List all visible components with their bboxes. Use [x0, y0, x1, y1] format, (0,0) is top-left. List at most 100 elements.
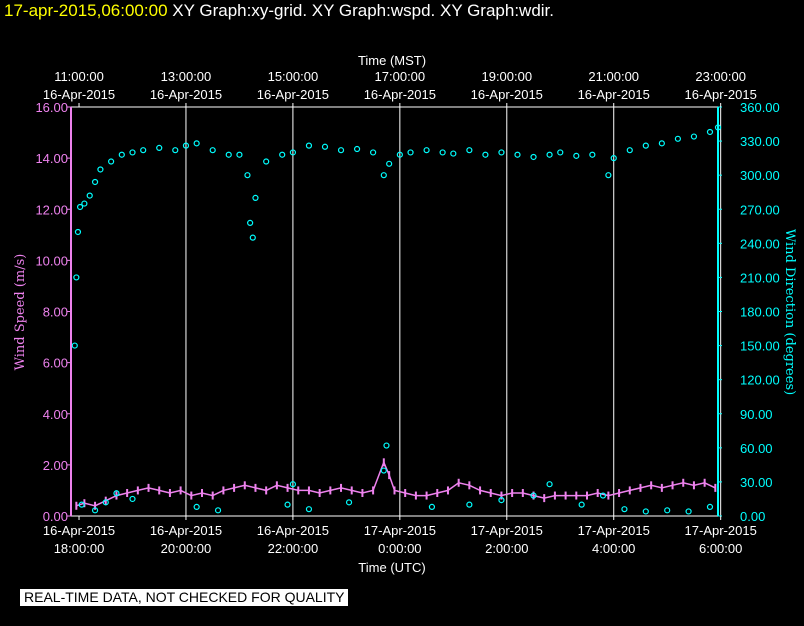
wind-speed-point [265, 486, 268, 495]
wind-direction-point [589, 151, 596, 158]
bottom-tick-date: 17-Apr-2015 [578, 523, 650, 538]
bottom-tick-time: 20:00:00 [161, 541, 212, 556]
left-tick-label: 8.00 [43, 305, 68, 320]
bottom-tick-time: 4:00:00 [592, 541, 635, 556]
wind-speed-point [650, 481, 653, 490]
bottom-axis-label: Time (UTC) [358, 560, 425, 575]
wind-direction-point [578, 501, 585, 508]
wind-direction-point [605, 172, 612, 179]
bottom-tick-time: 0:00:00 [378, 541, 421, 556]
wind-direction-point [156, 144, 163, 151]
wind-direction-point [337, 147, 345, 154]
bottom-tick-time: 2:00:00 [485, 541, 528, 556]
top-tick-date: 16-Apr-2015 [257, 87, 329, 102]
wind-direction-point [244, 172, 251, 179]
top-tick-time: 19:00:00 [481, 69, 532, 84]
right-tick-label: 180.00 [740, 305, 780, 320]
wind-speed-point [414, 491, 417, 500]
wind-direction-point [108, 158, 115, 165]
wind-direction-point [685, 508, 692, 515]
wind-speed-point [500, 491, 503, 500]
wind-direction-point [396, 151, 403, 158]
wind-direction-point [546, 151, 553, 158]
left-tick-label: 14.00 [35, 151, 68, 166]
wind-speed-point [479, 486, 482, 495]
wind-direction-point [690, 133, 698, 140]
wind-direction-point [621, 506, 628, 513]
top-tick-date: 16-Apr-2015 [471, 87, 543, 102]
wind-direction-point [498, 496, 505, 504]
wind-direction-point [289, 149, 297, 156]
chart-title: 17-apr-2015,06:00:00 XY Graph:xy-grid. X… [4, 1, 554, 21]
wind-speed-point [511, 488, 514, 497]
wind-speed-point [286, 483, 289, 492]
wind-direction-point [557, 149, 564, 156]
right-tick-label: 150.00 [740, 339, 780, 354]
left-tick-label: 6.00 [43, 356, 68, 371]
top-axis-label: Time (MST) [358, 53, 426, 68]
left-tick-label: 2.00 [43, 458, 68, 473]
wind-direction-point [91, 178, 99, 186]
wind-direction-point [193, 140, 200, 147]
wind-speed-point [564, 491, 567, 500]
wind-speed-point [104, 496, 107, 505]
wind-direction-point [706, 503, 714, 511]
wind-speed-point [350, 486, 353, 495]
wind-direction-point [450, 150, 457, 157]
wind-direction-point [664, 507, 671, 514]
wind-speed-point [596, 488, 599, 497]
wind-direction-point [129, 149, 136, 156]
wind-speed-point [329, 486, 332, 495]
wind-speed-point [190, 491, 193, 500]
wind-speed-point [179, 486, 182, 495]
left-tick-label: 12.00 [35, 202, 68, 217]
wind-direction-point [76, 203, 84, 211]
wind-direction-point [236, 151, 243, 158]
wind-speed-point [372, 486, 375, 495]
wind-speed-point [275, 481, 278, 490]
bottom-tick-date: 16-Apr-2015 [257, 523, 329, 538]
top-tick-time: 13:00:00 [161, 69, 212, 84]
wind-direction-point [129, 495, 136, 503]
wind-direction-point [289, 481, 297, 488]
bottom-tick-date: 17-Apr-2015 [471, 523, 543, 538]
wind-direction-point [305, 142, 313, 149]
wind-direction-point [172, 147, 179, 154]
left-tick-label: 16.00 [35, 100, 68, 115]
wind-direction-point [498, 149, 505, 156]
bottom-tick-time: 22:00:00 [268, 541, 319, 556]
wind-direction-point [439, 149, 446, 156]
wind-speed-point [692, 481, 695, 490]
wind-direction-point [610, 155, 617, 162]
top-tick-time: 11:00:00 [54, 69, 104, 84]
wind-speed-point [168, 488, 171, 497]
bottom-tick-date: 16-Apr-2015 [150, 523, 222, 538]
wind-direction-point [81, 200, 88, 207]
bottom-tick-date: 16-Apr-2015 [43, 523, 115, 538]
top-tick-date: 16-Apr-2015 [685, 87, 757, 102]
right-tick-label: 240.00 [740, 236, 780, 251]
wind-speed-point [158, 486, 161, 495]
right-tick-label: 360.00 [740, 100, 780, 115]
axes: 0.00 2.00 4.00 6.00 8.00 10.00 12.00 14.00 16.00… [35, 69, 779, 556]
wind-speed-point [201, 488, 204, 497]
wind-direction-point [530, 153, 537, 161]
right-tick-label: 120.00 [740, 373, 780, 388]
wind-direction-point [642, 508, 649, 515]
wind-direction-point [380, 467, 387, 474]
wind-direction-point [249, 234, 256, 241]
wind-speed-line [76, 460, 716, 507]
wind-speed-point [575, 491, 578, 500]
top-tick-date: 16-Apr-2015 [150, 87, 222, 102]
wind-speed-point [75, 501, 78, 510]
wind-direction-point [353, 145, 361, 153]
wind-speed-point [714, 483, 717, 492]
wind-direction-point [642, 142, 649, 149]
wind-direction-point [428, 503, 436, 511]
wind-direction-point [423, 147, 430, 154]
vertical-grid [185, 107, 722, 516]
wind-direction-point [407, 149, 414, 156]
left-tick-label: 4.00 [43, 407, 68, 422]
right-axis-label: Wind Direction (degrees) [782, 229, 797, 395]
